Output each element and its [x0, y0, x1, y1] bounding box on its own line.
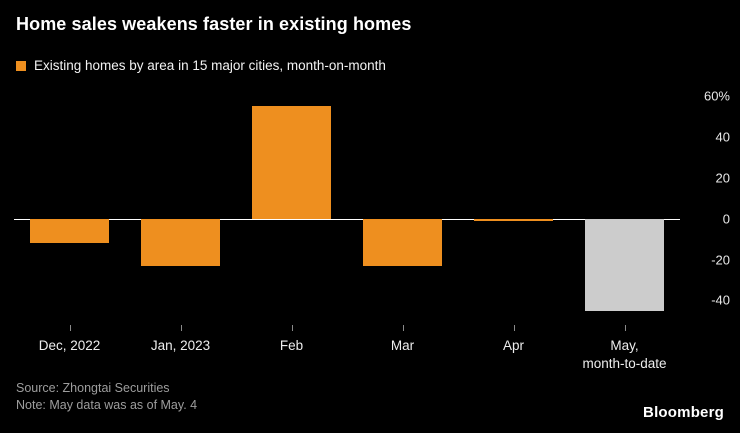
y-axis: 60% 40 20 0 -20 -40: [686, 88, 730, 325]
x-category-label: Mar: [390, 338, 415, 353]
bloomberg-logo: Bloomberg: [643, 404, 724, 421]
chart-title: Home sales weakens faster in existing ho…: [16, 14, 412, 34]
y-tick-label: 20: [715, 170, 730, 186]
x-category-label: Jan, 2023: [150, 338, 211, 353]
legend-swatch-icon: [16, 60, 26, 71]
x-axis: Dec, 2022 Jan, 2023 Feb Mar Apr May, month-to…: [14, 325, 680, 395]
x-tick: [180, 325, 182, 331]
x-tick: [69, 325, 71, 331]
bar-4: [473, 218, 554, 221]
source-text: Source: Zhongtai Securities: [16, 381, 170, 395]
footnotes: Source: Zhongtai Securities Note: May da…: [16, 380, 197, 414]
x-tick: [624, 325, 626, 331]
x-tick: [402, 325, 404, 331]
bar-2: [251, 106, 332, 219]
x-category-label: Feb: [279, 338, 304, 353]
x-tick: [513, 325, 515, 331]
y-tick-label: -20: [711, 252, 730, 268]
legend: Existing homes by area in 15 major citie…: [16, 58, 386, 73]
x-category-label: Dec, 2022: [38, 338, 101, 353]
y-tick-label: 40: [715, 129, 730, 145]
x-tick: [291, 325, 293, 331]
x-category-label: Apr: [502, 338, 524, 353]
chart: Dec, 2022 Jan, 2023 Feb Mar Apr May, month-to…: [14, 92, 680, 371]
y-tick-label: -40: [711, 292, 730, 308]
zero-line: [14, 218, 680, 220]
bar-0: [29, 218, 110, 244]
plot-area: [14, 92, 680, 325]
bar-3: [362, 218, 443, 266]
y-tick-label: 60%: [703, 88, 730, 104]
note-text: Note: May data was as of May. 4: [16, 397, 198, 412]
bar-1: [140, 218, 221, 266]
legend-label: Existing homes by area in 15 major citie…: [34, 58, 386, 73]
x-category-label: May, month-to-date: [582, 338, 667, 372]
y-tick-label: 0: [722, 211, 730, 227]
bar-5: [584, 218, 665, 311]
